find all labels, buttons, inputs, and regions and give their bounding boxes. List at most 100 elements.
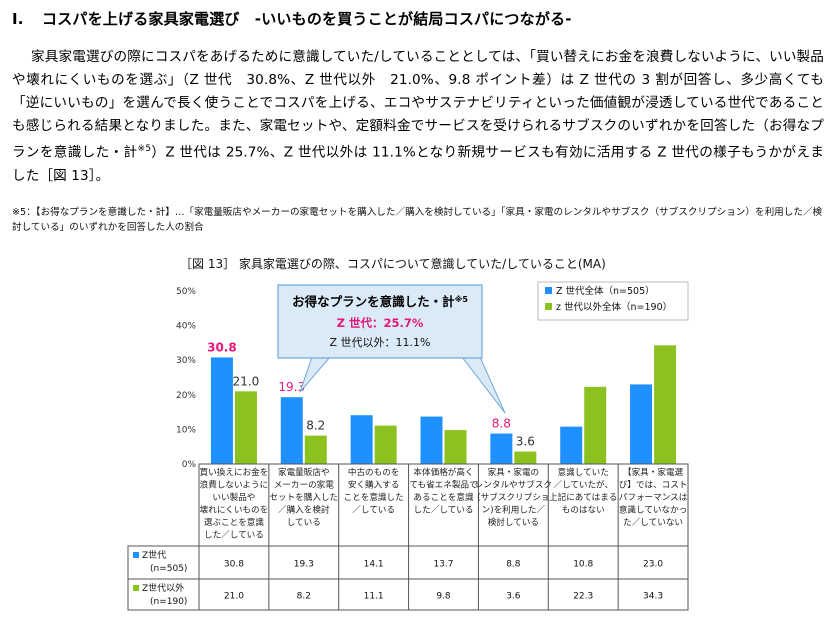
data-label: 19.3 — [278, 380, 305, 394]
footnote: ※5：【お得なプランを意識した・計】…「家電量販店やメーカーの家電セットを購入し… — [12, 207, 823, 233]
legend-swatch — [545, 287, 552, 294]
table-value: 14.1 — [364, 560, 384, 570]
category-label: 意識していなかっ — [619, 504, 688, 516]
category-label: 買い換えにお金を — [200, 466, 269, 478]
legend-entry: Z 世代全体（n=505） — [556, 285, 655, 297]
category-label: 家電量販店や — [278, 466, 330, 478]
bar-z-0 — [210, 357, 233, 464]
category-label: している — [287, 517, 321, 528]
table-value: 13.7 — [433, 560, 453, 570]
category-label: (サブスクリプショ — [477, 491, 549, 503]
bar-non-z-2 — [374, 425, 397, 464]
category-label: メーカーの家電 — [274, 479, 335, 491]
bar-z-2 — [350, 415, 373, 464]
category-label: ン)を利用した／ — [482, 504, 546, 516]
bar-non-z-1 — [304, 435, 327, 464]
bar-z-3 — [420, 416, 443, 464]
table-value: 19.3 — [294, 560, 314, 570]
table-series-name: Z世代 — [142, 549, 166, 561]
table-series-n: (n=505) — [150, 564, 187, 574]
y-tick-label: 0% — [182, 460, 197, 470]
data-label: 8.8 — [492, 417, 511, 431]
category-label: 壊れにくいものを — [200, 504, 269, 516]
callout-pointer-right — [460, 356, 506, 414]
chart-title: ［図 13］ 家具家電選びの際、コスパについて意識していた/していること(MA) — [180, 257, 606, 271]
category-label: 選ぶことを意識 — [204, 516, 265, 528]
y-tick-label: 30% — [176, 356, 196, 366]
table-series-swatch — [133, 552, 139, 558]
data-label: 21.0 — [233, 374, 260, 388]
category-label: ／していたが、 — [553, 479, 613, 491]
data-label: 3.6 — [516, 435, 535, 449]
category-label: した／している — [204, 530, 264, 541]
paragraph-part2: ）Z 世代は 25.7%、Z 世代以外は 11.1%となり新規サービスも有効に活… — [12, 144, 824, 184]
bar-z-1 — [280, 397, 303, 464]
table-value: 30.8 — [224, 560, 244, 570]
data-label: 30.8 — [207, 340, 237, 354]
table-value: 34.3 — [643, 592, 663, 602]
callout-z-value: Z 世代：25.7% — [337, 316, 424, 330]
y-tick-label: 50% — [176, 287, 196, 297]
table-value: 9.8 — [436, 592, 451, 602]
category-label: ／している — [352, 505, 395, 516]
bar-non-z-0 — [234, 391, 257, 464]
category-label: ものはない — [562, 505, 605, 516]
category-label: いい製品や — [212, 491, 255, 503]
table-value: 21.0 — [224, 592, 244, 602]
bar-z-4 — [490, 433, 513, 464]
callout-title: お得なプランを意識した・計※5 — [292, 294, 468, 309]
category-label: ことを意識した — [344, 491, 404, 503]
callout-pointer-left — [299, 356, 332, 393]
legend-box — [537, 281, 689, 321]
category-label: セットを購入した — [269, 491, 338, 503]
category-label: ても省エネ製品で — [409, 479, 477, 491]
table-value: 23.0 — [643, 560, 663, 570]
category-label: 本体価格が高く — [413, 466, 473, 478]
table-value: 8.2 — [297, 592, 311, 602]
data-label: 8.2 — [306, 419, 325, 433]
paragraph-footnote-ref: ※5 — [137, 144, 152, 154]
category-label: ／購入を検討 — [278, 504, 330, 516]
category-label: た／していない — [623, 517, 683, 528]
category-label: 【家具・家電選 — [623, 466, 684, 478]
table-series-n: (n=190) — [150, 597, 187, 607]
category-label: 上記にあてはまる — [549, 491, 617, 503]
table-value: 8.8 — [506, 560, 521, 570]
section-heading: I. コスパを上げる家具家電選び -いいものを買うことが結局コスパにつながる- — [12, 8, 822, 29]
data-table-frame — [127, 545, 689, 611]
category-label: 安く購入する — [348, 479, 400, 491]
y-tick-label: 10% — [176, 425, 196, 435]
bar-non-z-5 — [584, 386, 607, 464]
category-label: 中古のものを — [348, 466, 400, 478]
y-tick-label: 20% — [176, 391, 196, 401]
table-value: 3.6 — [506, 592, 521, 602]
category-label: 検討している — [488, 516, 539, 528]
bar-z-5 — [560, 426, 583, 464]
category-label: した／している — [414, 505, 474, 516]
section-number: I. — [12, 10, 24, 28]
table-series-name: Z世代以外 — [142, 582, 184, 594]
paragraph-part1: 家具家電選びの際にコスパをあげるために意識していた/していることとしては、「買い… — [12, 49, 824, 161]
category-label: び】では、コスト — [619, 480, 688, 491]
bar-non-z-4 — [514, 451, 537, 464]
bar-non-z-6 — [654, 345, 677, 464]
category-label: 浪費しないように — [200, 479, 269, 491]
callout-other-value: Z 世代以外：11.1% — [330, 336, 431, 349]
legend-swatch — [545, 303, 552, 310]
table-value: 11.1 — [364, 592, 384, 602]
table-series-swatch — [133, 585, 139, 591]
category-label: パフォーマンスは — [619, 492, 688, 503]
category-label: レンタルやサブスク — [475, 479, 552, 491]
table-value: 22.3 — [573, 592, 593, 602]
y-tick-label: 40% — [176, 322, 196, 332]
category-label: 意識していた — [558, 466, 609, 478]
legend-entry: z 世代以外全体（n=190） — [556, 301, 672, 313]
section-title: コスパを上げる家具家電選び -いいものを買うことが結局コスパにつながる- — [42, 10, 572, 28]
table-value: 10.8 — [573, 560, 593, 570]
body-paragraph: 家具家電選びの際にコスパをあげるために意識していた/していることとしては、「買い… — [12, 46, 824, 188]
bar-z-6 — [630, 384, 653, 464]
bar-non-z-3 — [444, 430, 467, 464]
category-label: あることを意識 — [413, 491, 474, 503]
category-label: 家具・家電の — [488, 466, 540, 478]
